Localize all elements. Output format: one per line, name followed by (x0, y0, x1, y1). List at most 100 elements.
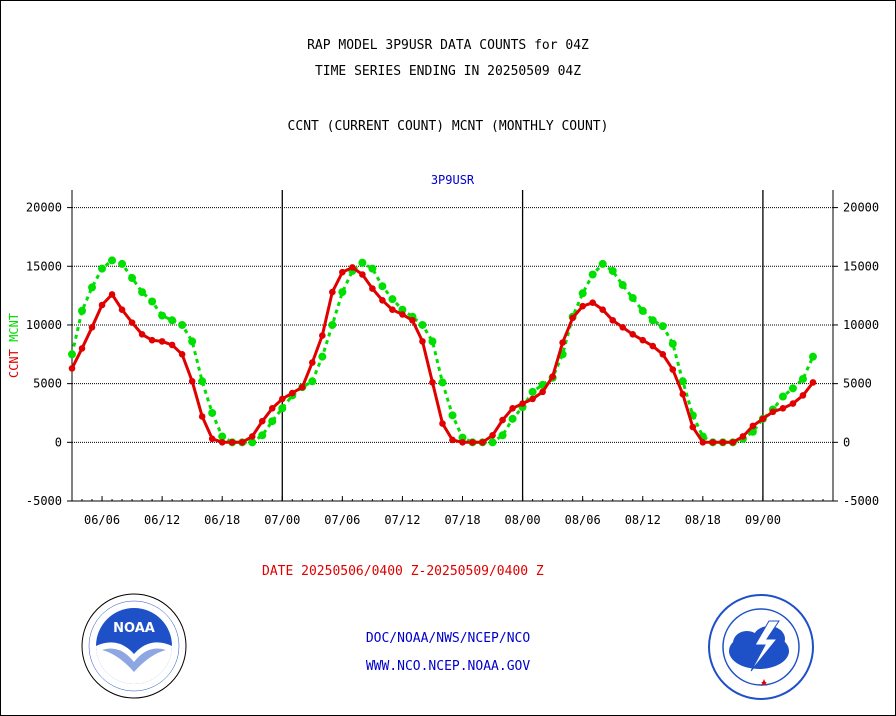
data-point-ccnt (108, 291, 116, 298)
data-point-mcnt (668, 339, 677, 348)
y-tick-label: 0 (55, 435, 62, 449)
data-point-mcnt (638, 306, 647, 315)
data-point-mcnt (268, 417, 277, 426)
data-point-ccnt (569, 314, 576, 322)
data-point-mcnt (438, 378, 447, 387)
data-point-ccnt (509, 404, 516, 412)
data-point-ccnt (349, 264, 356, 271)
data-point-mcnt (798, 374, 807, 383)
data-point-ccnt (268, 404, 276, 412)
data-point-ccnt (138, 331, 146, 338)
data-point-ccnt (749, 422, 757, 430)
data-point-ccnt (529, 395, 536, 403)
data-point-ccnt (699, 439, 707, 446)
x-tick-label: 06/12 (144, 513, 180, 527)
data-point-ccnt (329, 288, 336, 296)
data-point-ccnt (148, 336, 156, 344)
y-tick-label-right: 20000 (843, 201, 879, 215)
chart-subtitle: CCNT (CURRENT COUNT) MCNT (MONTHLY COUNT… (287, 119, 609, 134)
data-point-ccnt (659, 351, 667, 358)
data-point-mcnt (108, 256, 117, 265)
data-point-mcnt (508, 414, 517, 423)
data-point-ccnt (288, 389, 296, 397)
data-point-mcnt (778, 392, 787, 401)
data-point-mcnt (98, 264, 107, 273)
data-point-ccnt (769, 408, 777, 416)
y-tick-label: 5000 (33, 377, 62, 391)
data-point-mcnt (458, 433, 467, 442)
data-point-mcnt (208, 408, 217, 417)
data-point-mcnt (498, 431, 507, 440)
x-tick-label: 07/12 (384, 513, 420, 527)
data-point-ccnt (439, 420, 446, 427)
data-point-mcnt (648, 316, 657, 325)
noaa-logo-icon: NOAA (81, 593, 187, 699)
data-point-ccnt (609, 316, 617, 324)
data-point-ccnt (429, 379, 436, 386)
data-point-ccnt (248, 433, 256, 440)
data-point-mcnt (598, 259, 607, 268)
chart-title-line2: TIME SERIES ENDING IN 20250509 04Z (314, 64, 582, 79)
data-point-mcnt (528, 387, 537, 396)
y-tick-label-right: -5000 (843, 494, 879, 508)
plot-title: 3P9USR (431, 173, 475, 187)
data-point-ccnt (739, 433, 747, 440)
data-point-ccnt (188, 377, 196, 385)
data-point-mcnt (188, 337, 197, 346)
data-point-ccnt (88, 324, 96, 331)
data-point-mcnt (368, 264, 377, 273)
data-point-mcnt (138, 288, 147, 297)
data-point-ccnt (459, 439, 466, 446)
data-point-mcnt (578, 289, 587, 298)
x-tick-label: 07/06 (324, 513, 360, 527)
data-point-ccnt (389, 306, 396, 314)
data-point-mcnt (198, 377, 207, 386)
data-point-mcnt (358, 258, 367, 267)
data-point-ccnt (98, 301, 106, 309)
y-label-mcnt: MCNT (7, 313, 21, 349)
data-point-mcnt (788, 384, 797, 393)
data-point-mcnt (158, 311, 167, 320)
x-tick-label: 06/06 (84, 513, 120, 527)
data-point-ccnt (619, 324, 627, 331)
data-point-ccnt (218, 439, 226, 446)
data-point-mcnt (218, 432, 227, 441)
data-point-ccnt (68, 365, 76, 372)
data-point-ccnt (499, 416, 506, 424)
data-point-mcnt (168, 316, 177, 325)
data-point-ccnt (489, 431, 496, 439)
data-point-ccnt (579, 302, 586, 310)
data-point-mcnt (608, 266, 617, 275)
data-point-ccnt (729, 439, 737, 446)
data-point-mcnt (658, 322, 667, 331)
data-point-mcnt (68, 350, 76, 359)
url-link[interactable]: WWW.NCO.NCEP.NOAA.GOV (365, 659, 531, 674)
data-point-mcnt (678, 377, 687, 386)
data-point-mcnt (618, 281, 627, 290)
x-tick-label: 08/06 (565, 513, 601, 527)
data-point-mcnt (118, 259, 127, 268)
data-point-ccnt (339, 268, 346, 276)
x-tick-label: 08/00 (505, 513, 541, 527)
x-tick-label: 07/18 (444, 513, 480, 527)
data-point-ccnt (809, 379, 817, 386)
data-point-ccnt (799, 392, 807, 399)
data-point-ccnt (559, 339, 566, 346)
data-point-ccnt (449, 436, 456, 444)
x-tick-label: 06/18 (204, 513, 240, 527)
data-point-mcnt (338, 288, 347, 297)
data-point-ccnt (128, 319, 136, 326)
data-point-ccnt (639, 336, 647, 344)
y-tick-label: 15000 (26, 259, 62, 273)
data-point-ccnt (589, 299, 596, 306)
data-point-mcnt (398, 305, 407, 314)
data-point-ccnt (278, 395, 286, 403)
data-point-ccnt (539, 388, 546, 396)
chart-title: RAP MODEL 3P9USR DATA COUNTS for 04Z (307, 38, 589, 53)
data-point-ccnt (469, 439, 476, 446)
data-point-ccnt (419, 338, 426, 345)
data-point-ccnt (168, 341, 176, 349)
data-point-mcnt (588, 270, 597, 279)
data-point-ccnt (479, 439, 486, 446)
data-point-mcnt (328, 320, 337, 329)
